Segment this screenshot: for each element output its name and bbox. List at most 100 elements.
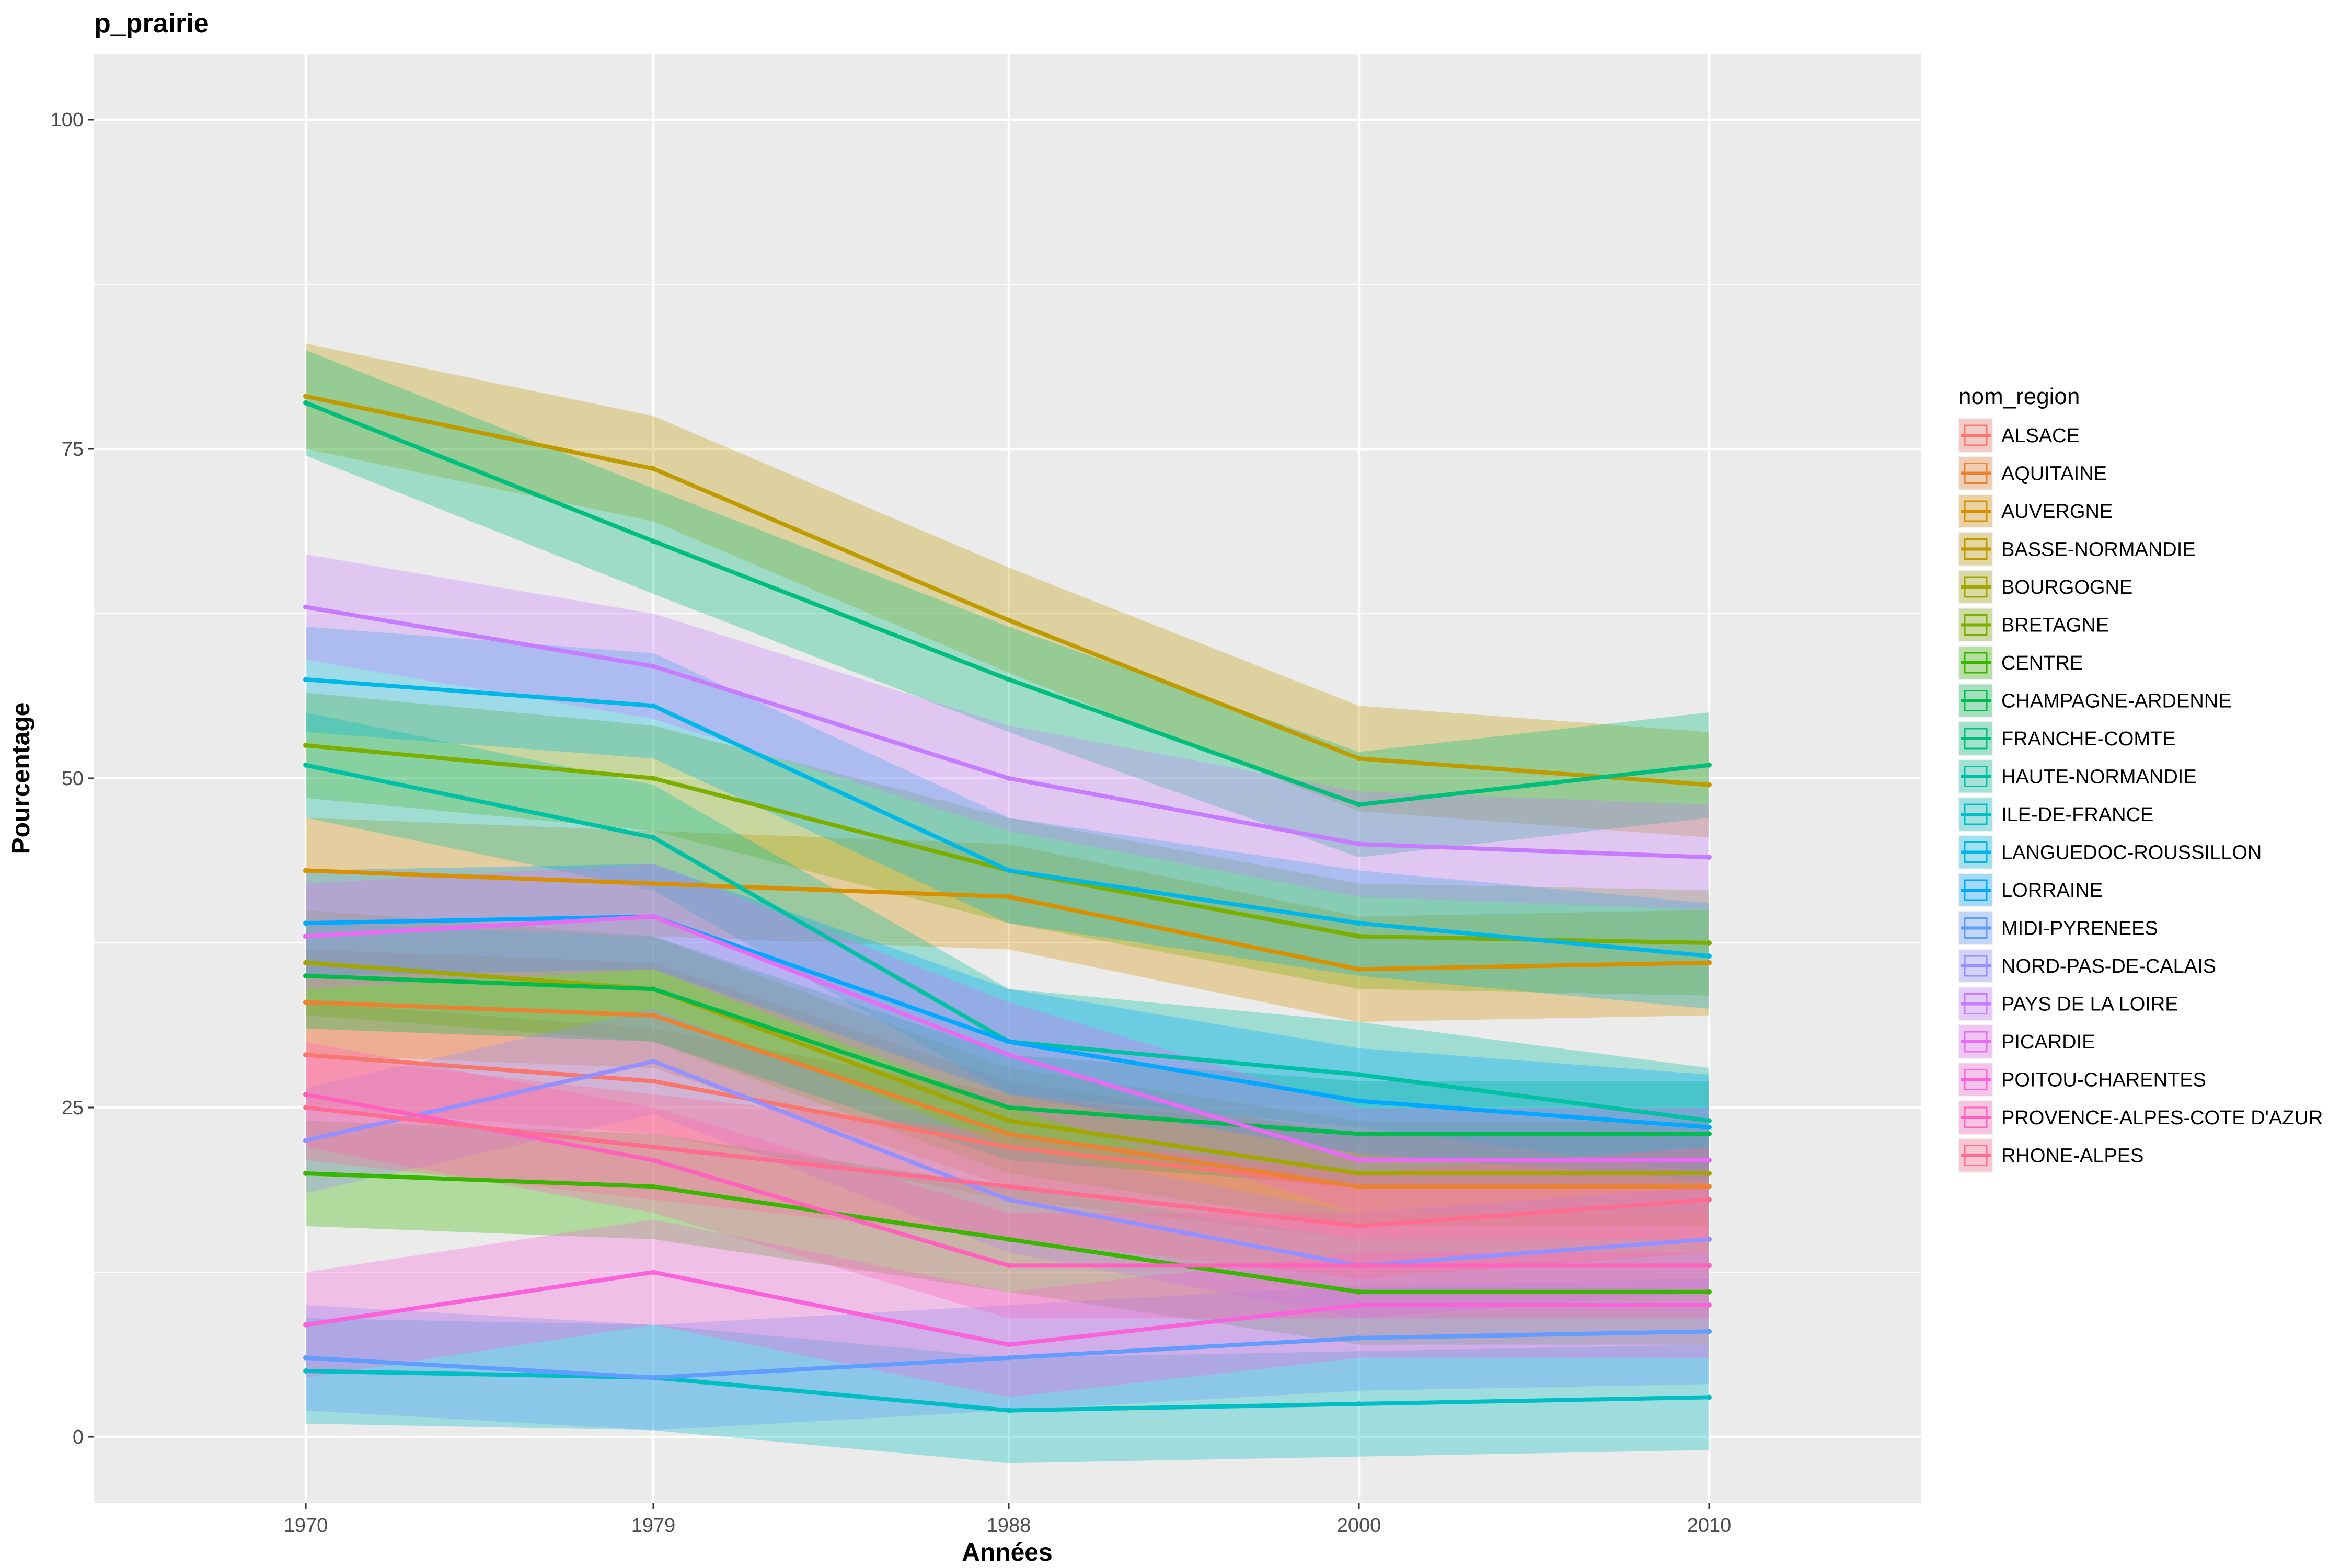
legend-label: BOURGOGNE	[2001, 577, 2132, 598]
data-point	[1006, 776, 1011, 781]
confidence-band	[306, 350, 1709, 858]
legend: nom_region ALSACE AQUITAINE AUVERGNE BASSE-…	[1958, 384, 2323, 1173]
data-point	[303, 1138, 308, 1143]
data-point	[1356, 1263, 1362, 1269]
confidence-band	[306, 1121, 1709, 1345]
confidence-band	[306, 554, 1709, 910]
data-point	[1356, 1171, 1362, 1176]
data-point	[1707, 1171, 1712, 1176]
data-point	[651, 466, 656, 471]
legend-label: BASSE-NORMANDIE	[2001, 539, 2196, 561]
legend-label: NORD-PAS-DE-CALAIS	[2001, 955, 2216, 977]
data-point	[1707, 1329, 1712, 1334]
data-point	[651, 776, 656, 781]
data-point	[303, 1091, 308, 1097]
data-point	[303, 1355, 308, 1361]
data-point	[1356, 933, 1362, 939]
legend-label: CENTRE	[2001, 652, 2083, 674]
data-point	[1356, 966, 1362, 972]
data-point	[1707, 855, 1712, 860]
data-point	[1356, 1401, 1362, 1406]
data-point	[303, 1105, 308, 1110]
data-point	[1707, 1118, 1712, 1124]
y-tick-label: 75	[62, 439, 84, 460]
x-axis: 1970 1979 1988 2000 2010	[284, 1503, 1731, 1537]
data-point	[1356, 841, 1362, 847]
x-tick-label: 1979	[631, 1515, 676, 1537]
data-point	[303, 868, 308, 873]
legend-label: FRANCHE-COMTE	[2001, 728, 2176, 750]
confidence-band	[306, 1278, 1709, 1431]
data-point	[303, 604, 308, 610]
y-tick-label: 0	[73, 1426, 84, 1448]
data-point	[1006, 1408, 1011, 1413]
data-point	[651, 663, 656, 669]
confidence-band	[306, 863, 1709, 1213]
data-point	[1006, 1118, 1011, 1124]
legend-title: nom_region	[1958, 384, 2080, 409]
confidence-band	[306, 1009, 1709, 1319]
data-point	[1707, 1237, 1712, 1242]
legend-label: RHONE-ALPES	[2001, 1145, 2143, 1167]
confidence-band	[306, 1318, 1709, 1463]
data-point	[1707, 1184, 1712, 1190]
data-point	[1006, 868, 1011, 873]
confidence-band	[306, 627, 1709, 1009]
x-tick-label: 2000	[1337, 1515, 1381, 1537]
data-point	[1006, 1342, 1011, 1347]
data-point	[1356, 920, 1362, 926]
confidence-band	[306, 693, 1709, 996]
data-point	[1006, 1144, 1011, 1150]
legend-label: ALSACE	[2001, 425, 2080, 447]
legend-items: ALSACE AQUITAINE AUVERGNE BASSE-NORMANDIE BO…	[1958, 418, 2323, 1173]
x-tick-label: 1970	[284, 1515, 328, 1537]
data-point	[1006, 1052, 1011, 1058]
data-point	[303, 920, 308, 926]
data-point	[651, 1184, 656, 1190]
data-point	[1006, 1131, 1011, 1137]
series-points	[303, 394, 1712, 1413]
data-point	[303, 1052, 308, 1058]
data-point	[303, 762, 308, 768]
legend-label: BRETAGNE	[2001, 615, 2109, 637]
legend-label: POITOU-CHARENTES	[2001, 1069, 2206, 1091]
legend-label: CHAMPAGNE-ARDENNE	[2001, 690, 2232, 712]
data-point	[1006, 1237, 1011, 1242]
data-point	[1707, 1197, 1712, 1203]
data-point	[651, 986, 656, 992]
data-point	[303, 1322, 308, 1328]
data-point	[1006, 617, 1011, 623]
data-point	[651, 914, 656, 919]
data-point	[1356, 1098, 1362, 1104]
data-point	[1707, 960, 1712, 965]
data-point	[1356, 1335, 1362, 1341]
y-tick-label: 25	[62, 1097, 84, 1119]
data-point	[651, 1058, 656, 1064]
data-point	[303, 933, 308, 939]
data-point	[1006, 1184, 1011, 1190]
legend-label: AQUITAINE	[2001, 463, 2107, 485]
data-point	[651, 538, 656, 544]
data-point	[303, 400, 308, 406]
data-point	[651, 703, 656, 709]
data-point	[1356, 1184, 1362, 1190]
data-point	[1356, 1072, 1362, 1077]
data-point	[1707, 1394, 1712, 1400]
legend-label: LORRAINE	[2001, 880, 2103, 902]
data-point	[303, 743, 308, 748]
data-point	[651, 1078, 656, 1084]
y-axis-title: Pourcentage	[7, 702, 35, 855]
data-point	[651, 1270, 656, 1275]
legend-label: MIDI-PYRENEES	[2001, 918, 2158, 940]
data-point	[651, 881, 656, 886]
data-point	[1006, 1355, 1011, 1361]
legend-label: LANGUEDOC-ROUSSILLON	[2001, 842, 2262, 864]
data-point	[1707, 1157, 1712, 1163]
data-point	[303, 960, 308, 965]
data-point	[1707, 953, 1712, 959]
legend-label: ILE-DE-FRANCE	[2001, 804, 2153, 826]
legend-label: PICARDIE	[2001, 1031, 2095, 1053]
data-point	[1356, 756, 1362, 762]
